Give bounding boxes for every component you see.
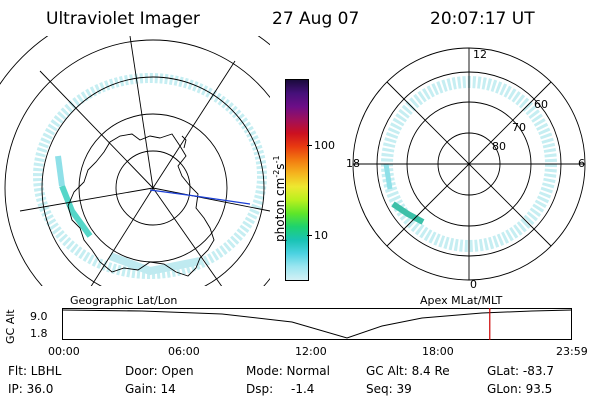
info-filter: Flt: LBHL (8, 364, 62, 378)
alt-xtick: 12:00 (295, 345, 327, 358)
geographic-map (0, 36, 270, 286)
mlat-label-60: 60 (534, 98, 548, 111)
altitude-curve-area (62, 308, 572, 340)
colorbar-tick-10 (307, 235, 312, 236)
alt-ytick-1-8: 1.8 (30, 327, 48, 340)
info-door: Door: Open (125, 364, 194, 378)
info-gc-alt: GC Alt: 8.4 Re (366, 364, 450, 378)
colorbar (285, 79, 309, 281)
mlt-line-diagonal (386, 81, 552, 247)
mlt-label-18: 18 (346, 157, 360, 170)
colorbar-tick-100 (307, 145, 312, 146)
geo-panel-label: Geographic Lat/Lon (70, 294, 178, 307)
geo-lat-circle-60 (41, 76, 265, 286)
info-seq: Seq: 39 (366, 382, 412, 396)
colorbar-tick-label-100: 100 (314, 139, 335, 152)
colorbar-gradient (286, 80, 308, 280)
geo-lon-line (19, 187, 154, 212)
mlt-label-6: 6 (578, 157, 585, 170)
magnetic-polar-map (352, 47, 586, 281)
antarctica-coastline (67, 133, 215, 277)
coastline-detail (181, 135, 187, 149)
altitude-plot (62, 308, 572, 340)
mlt-label-12: 12 (473, 48, 487, 61)
geo-lon-line (129, 36, 154, 189)
mag-panel-label: Apex MLat/MLT (420, 294, 503, 307)
info-gain: Gain: 14 (125, 382, 176, 396)
alt-xtick: 18:00 (422, 345, 454, 358)
info-dsp-label: Dsp: (246, 382, 274, 396)
geo-lon-line (39, 70, 154, 189)
geo-lon-line (152, 187, 270, 212)
altitude-curve (62, 309, 572, 339)
info-ip: IP: 36.0 (8, 382, 54, 396)
geo-lon-line (90, 187, 154, 286)
info-glat: GLat: -83.7 (487, 364, 554, 378)
alt-xtick: 00:00 (48, 345, 80, 358)
header-date: 27 Aug 07 (272, 9, 360, 29)
colorbar-tick-label-10: 10 (314, 229, 328, 242)
header-time: 20:07:17 UT (430, 9, 535, 29)
mlat-label-70: 70 (512, 121, 526, 134)
alt-ylabel: GC Alt (4, 309, 17, 344)
geo-lat-circle-80 (115, 150, 191, 226)
colorbar-unit-label: photon cm-2s-1 (272, 155, 287, 242)
alt-ytick-9: 9.0 (30, 310, 48, 323)
instrument-title: Ultraviolet Imager (46, 9, 200, 29)
info-glon: GLon: 93.5 (487, 382, 553, 396)
info-dsp-value: -1.4 (291, 382, 315, 396)
geo-aurora-emission (33, 73, 267, 279)
info-mode: Mode: Normal (246, 364, 330, 378)
mlat-label-80: 80 (492, 140, 506, 153)
mlt-label-0: 0 (470, 278, 477, 291)
geo-lon-line (152, 187, 223, 286)
alt-xtick: 23:59 (556, 345, 588, 358)
geo-lon-line (152, 60, 236, 189)
geo-lat-circle-50 (4, 39, 270, 286)
geo-track-line (149, 189, 251, 205)
alt-xtick: 06:00 (168, 345, 200, 358)
